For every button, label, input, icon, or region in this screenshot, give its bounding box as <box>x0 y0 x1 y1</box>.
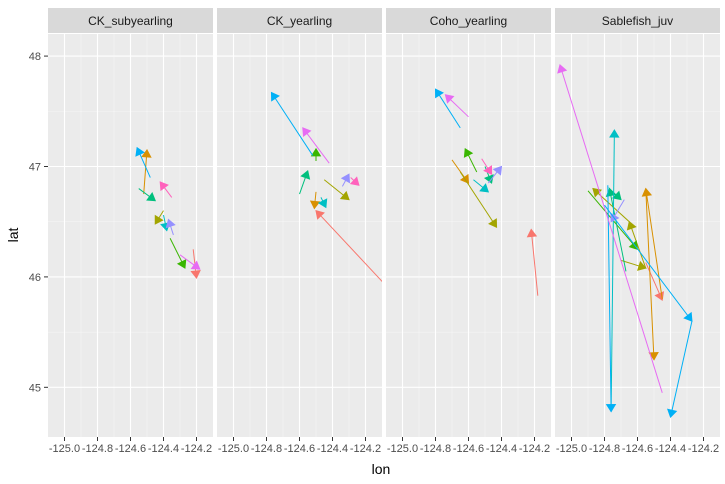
x-tick-label: -124.2 <box>350 443 381 455</box>
track-arrowhead <box>340 173 351 184</box>
facet-strip <box>386 8 551 33</box>
track-arrowhead <box>488 218 498 229</box>
track-arrowhead <box>479 183 490 193</box>
y-tick-label: 47 <box>29 161 41 173</box>
y-axis: 45 46 47 48 <box>29 51 48 394</box>
track-arrowhead <box>667 408 678 419</box>
track-arrowhead <box>434 88 444 99</box>
x-tick-label: -124.2 <box>688 443 719 455</box>
x-tick-label: -124.4 <box>148 443 179 455</box>
facet-strip-label: Sablefish_juv <box>602 14 673 28</box>
x-axis-title: lon <box>372 461 391 477</box>
x-tick-label: -124.8 <box>589 443 620 455</box>
x-tick-label: -125.0 <box>218 443 249 455</box>
facet-strip <box>217 8 382 33</box>
track-arrowhead <box>444 94 455 104</box>
x-tick-label: -124.4 <box>655 443 686 455</box>
x-tick-label: -124.8 <box>82 443 113 455</box>
x-tick-label: -125.0 <box>49 443 80 455</box>
track-arrowhead <box>190 269 201 279</box>
x-tick-label: -124.8 <box>251 443 282 455</box>
facet-panel: Coho_yearling -125.0 -124.8 -124.6 -124.4 -12… <box>386 8 551 455</box>
facet-strip <box>555 8 720 33</box>
track-arrowhead <box>492 165 503 176</box>
track-arrowhead <box>683 311 693 322</box>
y-tick-label: 46 <box>29 272 41 284</box>
track-arrowhead <box>146 192 157 202</box>
track-arrowhead <box>483 165 493 176</box>
track-line <box>610 130 615 412</box>
facet-panels: CK_subyearling-125.0 -124.8 -124.6 -124.4 -1… <box>48 8 720 455</box>
track-arrowhead <box>628 240 639 251</box>
track-line <box>435 88 461 129</box>
x-tick-label: -124.6 <box>622 443 653 455</box>
facet-strip-label: CK_yearling <box>267 14 332 28</box>
track-arrowhead <box>176 259 187 269</box>
track-arrowhead <box>165 218 176 229</box>
x-tick-label: -124.4 <box>486 443 517 455</box>
track-line <box>315 210 382 283</box>
facet-panel: CK_subyearling -125.0 -124.8 -124.6 -124.4 -1… <box>48 8 213 455</box>
track-line <box>592 188 647 269</box>
track-arrowhead <box>141 148 152 158</box>
x-tick-label: -124.2 <box>181 443 212 455</box>
track-line <box>459 171 497 228</box>
y-axis-title: lat <box>5 228 21 243</box>
track-arrowhead <box>349 176 360 186</box>
track-arrowhead <box>317 198 328 209</box>
track-line <box>559 64 663 393</box>
track-arrowhead <box>302 127 312 137</box>
facet-panel: Sablefish_juv -125.0 -124.8 -124.6 -124.4 -12… <box>555 8 720 455</box>
track-arrowhead <box>557 64 568 74</box>
track-arrowhead <box>310 147 322 157</box>
x-tick-label: -124.6 <box>453 443 484 455</box>
track-arrowhead <box>637 260 647 271</box>
x-tick-label: -124.6 <box>115 443 146 455</box>
facet-strip-label: Coho_yearling <box>430 14 507 28</box>
track-arrowhead <box>463 147 474 158</box>
track-arrowhead <box>641 187 653 197</box>
facet-strip <box>48 8 213 33</box>
track-arrowhead <box>154 214 164 225</box>
track-arrowhead <box>300 170 311 180</box>
tracks <box>135 146 201 279</box>
x-tick-label: -124.2 <box>519 443 550 455</box>
track-arrowhead <box>135 146 145 157</box>
y-tick-label: 48 <box>29 51 41 63</box>
track-arrowhead <box>626 220 637 231</box>
track-arrowhead <box>190 260 201 270</box>
y-tick-label: 45 <box>29 382 41 394</box>
facet-strip-label: CK_subyearling <box>88 14 173 28</box>
tracks <box>270 91 382 283</box>
track-line <box>271 92 314 156</box>
track-arrowhead <box>483 174 494 184</box>
track-arrowhead <box>270 91 280 102</box>
x-tick-label: -124.4 <box>317 443 348 455</box>
x-tick-label: -125.0 <box>556 443 587 455</box>
tracks <box>434 88 539 296</box>
tracks <box>557 64 693 419</box>
track-line <box>607 185 612 412</box>
track-arrowhead <box>315 209 325 220</box>
x-tick-label: -124.6 <box>284 443 315 455</box>
track-arrowhead <box>309 200 321 210</box>
track-arrowhead <box>159 181 169 192</box>
x-tick-label: -124.8 <box>420 443 451 455</box>
track-arrowhead <box>605 404 617 413</box>
track-arrowhead <box>611 190 622 201</box>
track-arrowhead <box>648 351 659 361</box>
track-arrowhead <box>609 129 620 138</box>
x-tick-label: -125.0 <box>387 443 418 455</box>
track-line <box>530 229 539 296</box>
track-arrowhead <box>339 190 350 201</box>
facet-panel: CK_yearling -125.0 -124.8 -124.6 -124.4 -124.… <box>217 8 382 455</box>
track-arrowhead <box>526 228 538 238</box>
